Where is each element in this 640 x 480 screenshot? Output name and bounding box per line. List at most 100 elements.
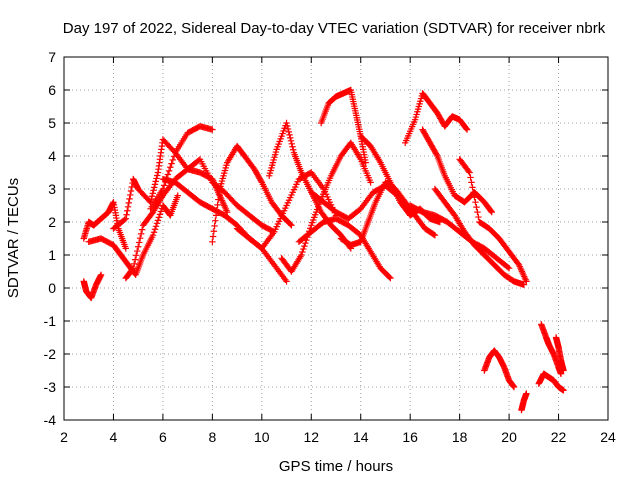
data-point bbox=[154, 172, 161, 179]
data-point bbox=[466, 169, 473, 176]
series-sat-track-20 bbox=[431, 185, 528, 288]
data-point bbox=[283, 278, 290, 285]
data-point bbox=[122, 245, 130, 252]
series-sat-track-2 bbox=[80, 271, 105, 302]
data-point bbox=[151, 181, 159, 188]
x-tick-label: 2 bbox=[60, 429, 68, 445]
data-point bbox=[301, 242, 308, 250]
data-point bbox=[470, 189, 477, 196]
data-point bbox=[298, 251, 305, 259]
data-point bbox=[149, 232, 157, 239]
y-axis: -4 -3 -2 -1 0 1 2 3 4 5 6 7 bbox=[44, 49, 608, 428]
y-tick-label: -4 bbox=[44, 412, 57, 428]
data-point bbox=[300, 245, 307, 253]
data-point bbox=[474, 208, 481, 216]
data-point bbox=[134, 243, 142, 250]
series-sat-track-23 bbox=[518, 390, 530, 414]
plot-frame bbox=[63, 56, 609, 421]
data-point bbox=[212, 217, 219, 224]
series-sat-track-22 bbox=[481, 347, 518, 391]
data-point bbox=[167, 164, 174, 171]
data-point bbox=[137, 230, 145, 238]
y-tick-label: 2 bbox=[48, 214, 56, 230]
data-point bbox=[152, 223, 160, 230]
x-tick-label: 18 bbox=[452, 429, 468, 445]
series-sat-track-4 bbox=[110, 123, 216, 232]
data-point bbox=[463, 125, 470, 132]
x-tick-label: 14 bbox=[353, 429, 369, 445]
data-point bbox=[433, 151, 440, 158]
data-point bbox=[213, 206, 221, 214]
y-tick-label: -1 bbox=[44, 313, 57, 329]
data-point bbox=[289, 143, 296, 150]
series-sat-track-25 bbox=[535, 370, 567, 394]
y-tick-label: 7 bbox=[48, 49, 56, 65]
data-point bbox=[469, 184, 476, 191]
data-point bbox=[151, 184, 158, 191]
data-point bbox=[386, 273, 393, 281]
data-point bbox=[212, 212, 220, 219]
x-axis-label: GPS time / hours bbox=[279, 458, 393, 475]
data-point bbox=[287, 137, 295, 145]
series-sat-track-1 bbox=[80, 199, 130, 252]
data-point bbox=[523, 278, 530, 285]
data-point bbox=[288, 140, 295, 147]
data-point bbox=[302, 239, 309, 247]
data-point bbox=[468, 179, 475, 186]
grid bbox=[64, 57, 608, 420]
data-point bbox=[165, 167, 173, 175]
data-point bbox=[430, 231, 438, 238]
data-point bbox=[475, 213, 482, 221]
data-point bbox=[133, 247, 141, 255]
series-sat-track-26 bbox=[552, 334, 567, 374]
series-sat-track-9 bbox=[233, 169, 340, 252]
data-point bbox=[155, 214, 163, 221]
x-tick-label: 10 bbox=[254, 429, 270, 445]
data-point bbox=[150, 229, 158, 236]
data-point bbox=[124, 203, 132, 211]
series-sat-track-3 bbox=[85, 192, 181, 278]
data-point bbox=[131, 260, 138, 268]
x-tick-label: 12 bbox=[303, 429, 319, 445]
data-point bbox=[126, 195, 133, 203]
data-point bbox=[123, 211, 130, 218]
data-point bbox=[284, 122, 291, 130]
data-point bbox=[473, 203, 480, 211]
data-point bbox=[130, 265, 137, 272]
data-point bbox=[127, 187, 135, 195]
data-point bbox=[97, 271, 105, 278]
x-tick-label: 22 bbox=[551, 429, 567, 445]
series-sat-track-18 bbox=[419, 126, 495, 216]
data-point bbox=[520, 281, 528, 288]
data-point bbox=[168, 160, 175, 167]
data-point bbox=[153, 220, 161, 227]
data-point bbox=[160, 182, 168, 189]
x-tick-label: 8 bbox=[208, 429, 216, 445]
data-point bbox=[136, 234, 144, 242]
y-tick-label: 3 bbox=[48, 181, 56, 197]
data-point bbox=[288, 222, 295, 229]
data-point bbox=[209, 238, 216, 245]
series-sat-track-11 bbox=[278, 139, 374, 275]
x-tick-label: 16 bbox=[402, 429, 418, 445]
data-point bbox=[465, 167, 472, 175]
data-points bbox=[80, 86, 567, 414]
y-tick-label: 5 bbox=[48, 115, 56, 131]
series-sat-track-17 bbox=[402, 90, 471, 146]
data-point bbox=[367, 179, 374, 186]
data-point bbox=[122, 215, 130, 222]
data-point bbox=[127, 191, 134, 199]
data-point bbox=[133, 252, 140, 259]
data-point bbox=[287, 221, 294, 228]
data-point bbox=[211, 222, 218, 230]
series-sat-track-12 bbox=[317, 86, 369, 166]
data-point bbox=[152, 178, 159, 185]
data-point bbox=[463, 126, 471, 133]
data-point bbox=[148, 193, 156, 200]
data-point bbox=[557, 370, 565, 377]
data-point bbox=[362, 159, 369, 166]
y-tick-label: 1 bbox=[48, 247, 56, 263]
data-point bbox=[286, 131, 293, 139]
y-tick-label: 4 bbox=[48, 148, 56, 164]
